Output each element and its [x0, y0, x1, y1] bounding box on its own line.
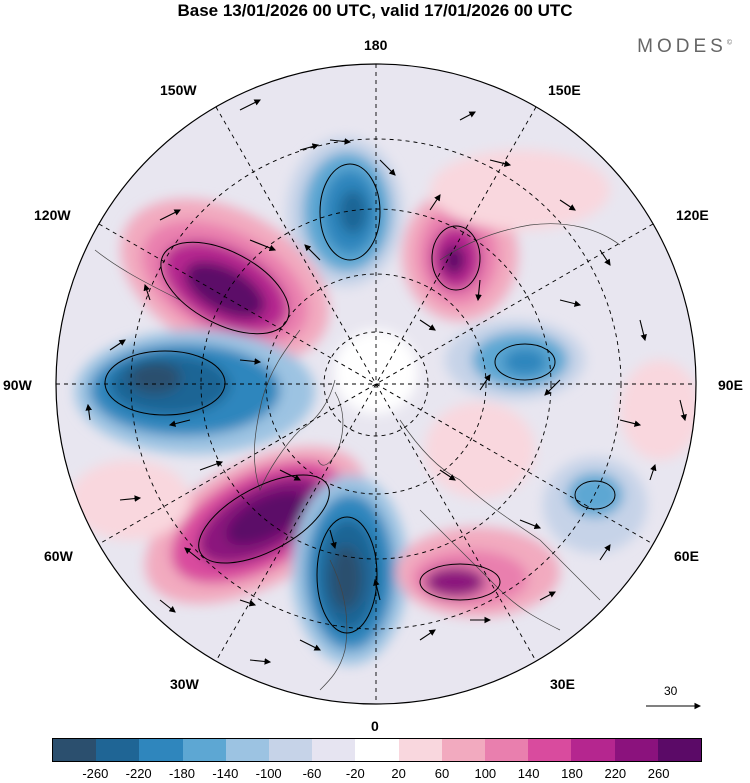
colorbar-ticks: -260 -220 -180 -140 -100 -60 -20 20 60 100 140 180 2… — [0, 766, 750, 782]
colorbar-tick-label: -20 — [345, 766, 365, 781]
modes-logo: MODES© — [637, 36, 732, 58]
contours — [104, 163, 616, 634]
colorbar-swatch — [312, 739, 356, 761]
colorbar-swatch — [441, 739, 486, 761]
colorbar-tick-label: -140 — [212, 766, 239, 781]
colorbar-tick-label: -220 — [125, 766, 152, 781]
colorbar-swatch — [269, 739, 313, 761]
lon-label-90w: 90W — [3, 377, 32, 393]
logo-text: MODES — [637, 36, 727, 57]
colorbar-swatch — [225, 739, 270, 761]
coastlines — [94, 223, 621, 691]
lon-label-90e: 90E — [718, 377, 743, 393]
anomaly-field — [70, 137, 696, 665]
colorbar-tick-label: -60 — [302, 766, 322, 781]
colorbar-swatch — [485, 739, 529, 761]
colorbar-tick-label: -100 — [255, 766, 282, 781]
lon-label-150e: 150E — [548, 82, 581, 98]
logo-mark: © — [726, 39, 732, 47]
colorbar-swatch — [614, 739, 658, 761]
colorbar-swatch — [96, 739, 140, 761]
lon-label-30e: 30E — [550, 676, 575, 692]
colorbar-tick-label: 180 — [561, 766, 583, 781]
lon-label-180: 180 — [364, 37, 388, 53]
lon-label-30w: 30W — [170, 676, 199, 692]
colorbar-tick-label: 20 — [391, 766, 406, 781]
colorbar-tick-label: -260 — [82, 766, 109, 781]
lon-label-60w: 60W — [44, 548, 73, 564]
map-border — [55, 63, 697, 705]
colorbar-swatch — [53, 739, 97, 761]
colorbar-swatch — [571, 739, 615, 761]
colorbar — [52, 738, 702, 762]
colorbar-tick-label: 60 — [434, 766, 450, 781]
colorbar-tick-label: 220 — [604, 766, 627, 781]
colorbar-tick-label: 100 — [474, 766, 497, 781]
wind-scale-label: 30 — [664, 684, 678, 698]
lon-label-0: 0 — [371, 718, 379, 734]
colorbar-swatch — [139, 739, 183, 761]
lon-label-120e: 120E — [676, 207, 709, 223]
colorbar-swatch — [657, 739, 702, 761]
wind-vectors — [85, 99, 687, 665]
colorbar-swatch — [355, 739, 399, 761]
colorbar-tick-label: -180 — [168, 766, 196, 781]
lon-label-60e: 60E — [674, 548, 699, 564]
colorbar-tick-label: 140 — [517, 766, 540, 781]
colorbar-swatch — [182, 739, 226, 761]
map-title: Base 13/01/2026 00 UTC, valid 17/01/2026… — [177, 1, 573, 20]
colorbar-tick-label: 260 — [647, 766, 670, 781]
colorbar-swatch — [398, 739, 442, 761]
colorbar-swatch — [528, 739, 572, 761]
lon-label-120w: 120W — [34, 207, 71, 223]
lon-label-150w: 150W — [160, 82, 197, 98]
